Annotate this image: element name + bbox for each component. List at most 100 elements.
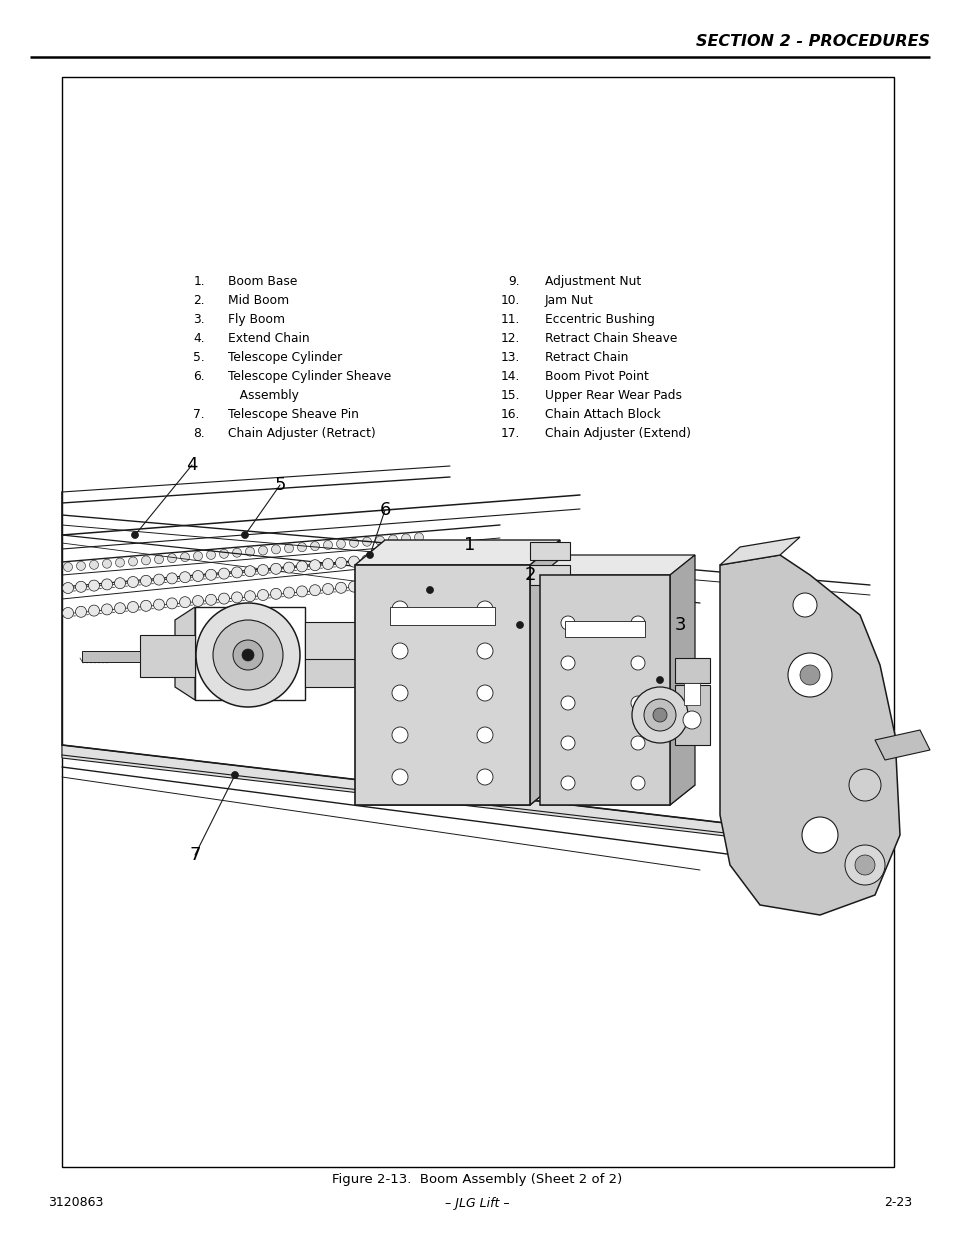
Text: Telescope Cylinder: Telescope Cylinder <box>228 351 342 364</box>
Bar <box>140 635 194 677</box>
Circle shape <box>787 653 831 697</box>
Text: 2.: 2. <box>193 294 205 308</box>
Polygon shape <box>720 555 899 915</box>
Circle shape <box>140 576 152 587</box>
Circle shape <box>848 769 880 802</box>
Circle shape <box>476 601 493 618</box>
Circle shape <box>296 585 307 597</box>
Circle shape <box>219 550 229 558</box>
Circle shape <box>297 542 306 552</box>
Text: Chain Adjuster (Retract): Chain Adjuster (Retract) <box>228 427 375 440</box>
Circle shape <box>245 547 254 556</box>
Circle shape <box>335 582 346 593</box>
Text: 2: 2 <box>524 566 536 584</box>
Circle shape <box>272 545 280 555</box>
Circle shape <box>630 656 644 671</box>
Polygon shape <box>355 540 559 564</box>
Circle shape <box>140 600 152 611</box>
Text: Assembly: Assembly <box>228 389 298 403</box>
Text: Fly Boom: Fly Boom <box>228 312 285 326</box>
Polygon shape <box>874 730 929 760</box>
Circle shape <box>141 556 151 564</box>
Circle shape <box>560 697 575 710</box>
Circle shape <box>205 594 216 605</box>
Text: 1: 1 <box>464 536 476 555</box>
Bar <box>564 621 644 637</box>
Circle shape <box>128 577 138 588</box>
Text: Chain Adjuster (Extend): Chain Adjuster (Extend) <box>544 427 690 440</box>
Circle shape <box>414 532 423 542</box>
Polygon shape <box>530 540 559 805</box>
Text: 5: 5 <box>274 475 286 494</box>
Polygon shape <box>669 555 695 805</box>
Text: 4.: 4. <box>193 332 205 345</box>
Circle shape <box>233 548 241 557</box>
Circle shape <box>476 727 493 743</box>
Circle shape <box>75 582 87 593</box>
Text: 9.: 9. <box>508 275 519 288</box>
Circle shape <box>630 776 644 790</box>
Text: 4: 4 <box>186 456 197 474</box>
Circle shape <box>206 551 215 559</box>
Circle shape <box>560 776 575 790</box>
Circle shape <box>801 818 837 853</box>
Text: Adjustment Nut: Adjustment Nut <box>544 275 640 288</box>
Circle shape <box>682 711 700 729</box>
Circle shape <box>560 656 575 671</box>
Circle shape <box>362 537 371 546</box>
Circle shape <box>244 590 255 601</box>
Circle shape <box>284 543 294 553</box>
Bar <box>194 606 305 700</box>
Circle shape <box>244 566 255 577</box>
Circle shape <box>392 727 408 743</box>
Circle shape <box>375 579 385 589</box>
Circle shape <box>271 588 281 599</box>
Circle shape <box>129 557 137 566</box>
Polygon shape <box>720 537 800 564</box>
Text: SECTION 2 - PROCEDURES: SECTION 2 - PROCEDURES <box>696 35 929 49</box>
Circle shape <box>413 550 424 561</box>
Text: 3: 3 <box>674 616 685 634</box>
Circle shape <box>233 640 263 671</box>
Bar <box>62 77 893 1167</box>
Circle shape <box>258 546 267 555</box>
Text: 15.: 15. <box>500 389 519 403</box>
Circle shape <box>153 599 164 610</box>
Text: 6: 6 <box>379 501 391 519</box>
Circle shape <box>348 556 359 567</box>
Circle shape <box>232 592 242 603</box>
Polygon shape <box>62 745 869 853</box>
Text: Retract Chain: Retract Chain <box>544 351 628 364</box>
Circle shape <box>213 620 283 690</box>
Circle shape <box>413 576 424 587</box>
Circle shape <box>309 559 320 571</box>
Polygon shape <box>174 606 194 700</box>
Text: 6.: 6. <box>193 370 205 383</box>
Circle shape <box>241 531 248 538</box>
Circle shape <box>89 605 99 616</box>
Bar <box>355 564 530 805</box>
Circle shape <box>102 559 112 568</box>
Circle shape <box>854 855 874 876</box>
Circle shape <box>195 603 299 706</box>
Circle shape <box>792 593 816 618</box>
Circle shape <box>388 535 397 543</box>
Text: 3120863: 3120863 <box>48 1197 103 1209</box>
Circle shape <box>132 531 138 538</box>
Circle shape <box>283 562 294 573</box>
Polygon shape <box>355 781 559 805</box>
Circle shape <box>193 552 202 561</box>
Circle shape <box>375 536 384 545</box>
Circle shape <box>476 643 493 659</box>
Circle shape <box>630 616 644 630</box>
Circle shape <box>516 621 523 629</box>
Circle shape <box>310 542 319 551</box>
Circle shape <box>179 597 191 608</box>
Circle shape <box>115 558 125 567</box>
Circle shape <box>392 685 408 701</box>
Text: Telescope Sheave Pin: Telescope Sheave Pin <box>228 408 358 421</box>
Bar <box>530 542 569 559</box>
Text: 16.: 16. <box>500 408 519 421</box>
Circle shape <box>335 557 346 568</box>
Circle shape <box>180 552 190 562</box>
